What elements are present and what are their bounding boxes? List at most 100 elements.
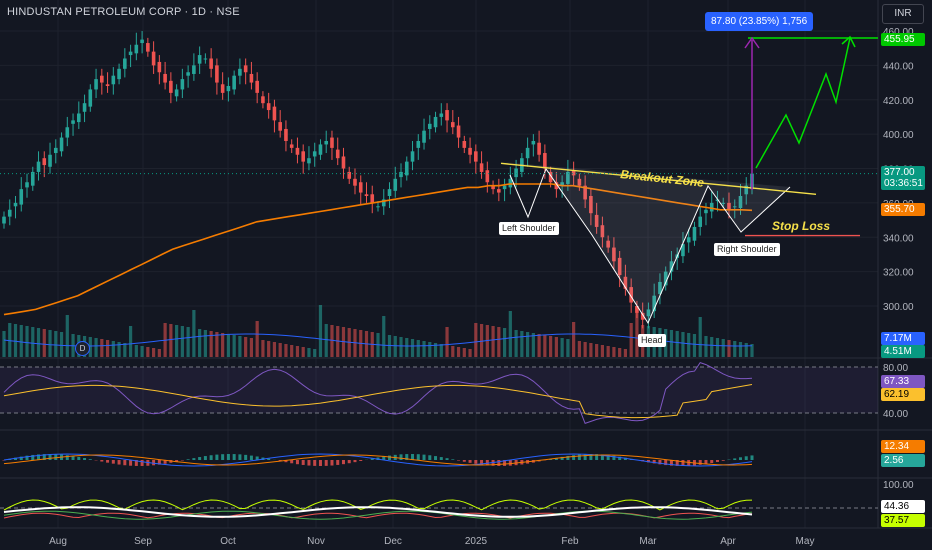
macd-histogram-bar: [88, 459, 92, 460]
candle-body: [59, 137, 64, 152]
candle-body: [422, 130, 426, 143]
volume-bar: [152, 348, 156, 357]
volume-bar: [750, 344, 754, 357]
candle-body: [393, 178, 398, 191]
pattern-fill: [501, 162, 790, 323]
time-axis-label: Sep: [134, 536, 152, 547]
macd-histogram-bar: [503, 460, 507, 466]
macd-histogram-bar: [123, 460, 127, 466]
candle-body: [451, 122, 455, 128]
candle-body: [732, 206, 737, 208]
macd-signal-tag: 2.56: [881, 454, 925, 467]
macd-histogram-bar: [152, 460, 156, 466]
adx-line: [3, 506, 753, 518]
macd-histogram-bar: [295, 460, 299, 465]
volume-bar: [572, 322, 576, 357]
macd-histogram-bar: [244, 454, 248, 460]
volume-bar: [612, 347, 616, 357]
volume-bar: [261, 340, 265, 357]
macd-histogram-bar: [583, 454, 587, 460]
volume-bar: [238, 336, 242, 357]
macd-histogram-bar: [347, 460, 351, 464]
candle-body: [583, 185, 587, 200]
time-axis-label: Feb: [561, 536, 579, 547]
candle-body: [134, 44, 139, 54]
candle-body: [169, 80, 173, 93]
currency-button[interactable]: INR: [882, 4, 924, 24]
bar-countdown: 03:36:51: [884, 178, 923, 189]
candle-body: [307, 158, 311, 164]
macd-histogram-bar: [382, 456, 386, 460]
projected-arrow-head: [841, 35, 856, 48]
dividend-marker[interactable]: D: [75, 341, 90, 356]
volume-bar: [433, 343, 438, 357]
candle-body: [629, 287, 633, 303]
candle-body: [594, 214, 599, 227]
macd-histogram-bar: [428, 455, 432, 460]
candle-body: [589, 196, 593, 214]
macd-histogram-bar: [698, 460, 702, 465]
macd-histogram-bar: [733, 458, 737, 460]
candle-body: [358, 182, 363, 193]
macd-histogram-bar: [163, 460, 167, 464]
candle-body: [600, 225, 605, 238]
candle-body: [652, 295, 656, 312]
volume-bar: [526, 332, 530, 357]
volume-bar: [313, 349, 317, 357]
macd-histogram-bar: [462, 460, 466, 462]
candle-body: [612, 247, 616, 262]
macd-histogram-bar: [370, 458, 374, 460]
volume-bar: [203, 330, 207, 357]
axes: 460.00440.00420.00400.00380.00360.00340.…: [49, 27, 914, 547]
candle-body: [330, 137, 334, 148]
candle-body: [669, 261, 674, 272]
candle-body: [640, 312, 645, 320]
candle-body: [220, 84, 225, 93]
candle-body: [635, 306, 639, 313]
candle-body: [692, 226, 697, 241]
macd-histogram-bar: [238, 454, 242, 460]
macd-histogram-bar: [307, 460, 311, 466]
candle-body: [525, 147, 530, 159]
candle-body: [42, 158, 47, 166]
volume-bar: [157, 349, 161, 357]
macd-histogram-bar: [42, 454, 46, 460]
candle-body: [261, 96, 265, 104]
grid: [0, 0, 932, 529]
candle-body: [278, 122, 282, 131]
volume-bar: [186, 327, 190, 357]
macd-signal-line: [3, 454, 753, 466]
chart-title: HINDUSTAN PETROLEUM CORP · 1D · NSE: [7, 6, 240, 18]
candle-body: [111, 75, 116, 85]
macd-histogram-bar: [589, 454, 593, 460]
candle-body: [36, 161, 41, 172]
volume-bar: [456, 347, 461, 357]
macd-histogram-bar: [738, 457, 742, 460]
candle-body: [174, 89, 179, 97]
candle-body: [284, 128, 288, 141]
candle-body: [479, 163, 484, 172]
macd-histogram-bar: [209, 455, 213, 460]
macd-histogram-bar: [566, 455, 570, 460]
volume-bar: [180, 326, 184, 357]
volume-bar: [554, 337, 558, 357]
projected-path: [755, 37, 851, 169]
volume-bar: [710, 337, 714, 357]
candle-body: [2, 216, 6, 224]
measure-label: 87.80 (23.85%) 1,756: [705, 12, 814, 31]
volume-ma-tag: 4.51M: [881, 345, 925, 358]
price-tick-label: 420.00: [883, 96, 914, 107]
candle-body: [100, 75, 104, 83]
candle-body: [738, 196, 743, 209]
volume-bar: [704, 336, 708, 357]
macd-histogram-bar: [704, 460, 708, 465]
volume-bar: [687, 333, 691, 357]
volume-bar: [284, 344, 288, 357]
volume-bar: [65, 315, 69, 357]
macd-histogram-bar: [175, 460, 179, 462]
candle-body: [88, 89, 93, 107]
macd-histogram-bar: [100, 460, 104, 462]
candle-body: [727, 202, 731, 210]
